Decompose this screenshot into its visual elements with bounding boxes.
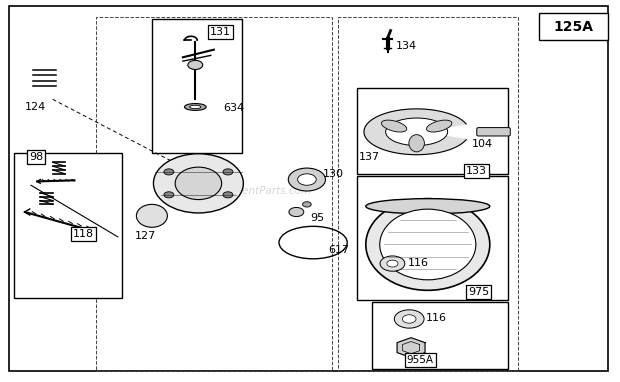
Ellipse shape (366, 199, 490, 290)
Circle shape (380, 256, 405, 271)
Text: eReplacementParts.com: eReplacementParts.com (184, 186, 312, 196)
Circle shape (298, 174, 316, 185)
Text: 975: 975 (468, 287, 489, 297)
Circle shape (188, 60, 203, 70)
Ellipse shape (136, 204, 167, 227)
Circle shape (402, 315, 416, 323)
Ellipse shape (366, 199, 490, 214)
Text: 118: 118 (73, 229, 94, 239)
Bar (372, 302, 508, 369)
Bar (14, 153, 122, 298)
FancyBboxPatch shape (477, 128, 510, 136)
Ellipse shape (379, 209, 476, 280)
Bar (539, 13, 608, 40)
Ellipse shape (190, 105, 201, 109)
Polygon shape (397, 338, 425, 358)
Text: 955A: 955A (407, 355, 434, 365)
Bar (152, 19, 242, 153)
Bar (356, 176, 508, 300)
Ellipse shape (185, 104, 206, 110)
Bar (356, 88, 508, 174)
Circle shape (223, 192, 233, 198)
Ellipse shape (381, 120, 407, 132)
Circle shape (164, 169, 174, 175)
Text: 127: 127 (135, 231, 156, 241)
Text: 98: 98 (29, 152, 43, 162)
Polygon shape (364, 109, 466, 155)
Circle shape (289, 207, 304, 217)
Bar (96, 17, 332, 371)
Text: 137: 137 (358, 152, 379, 162)
Circle shape (394, 310, 424, 328)
Text: 131: 131 (210, 27, 231, 37)
Text: 634: 634 (223, 103, 244, 113)
Circle shape (303, 202, 311, 207)
Text: 116: 116 (408, 258, 429, 268)
Circle shape (387, 260, 398, 267)
Circle shape (164, 192, 174, 198)
Text: 130: 130 (322, 169, 343, 179)
Text: 116: 116 (426, 313, 447, 323)
Ellipse shape (175, 167, 222, 199)
Circle shape (288, 168, 326, 191)
Text: 95: 95 (310, 213, 324, 223)
Ellipse shape (409, 134, 425, 152)
Bar (338, 17, 518, 371)
Text: 617: 617 (329, 245, 350, 255)
Text: 104: 104 (472, 139, 493, 149)
Text: 134: 134 (396, 41, 417, 51)
Circle shape (223, 169, 233, 175)
Text: 133: 133 (466, 166, 487, 176)
Text: 125A: 125A (554, 20, 593, 34)
Ellipse shape (386, 118, 448, 146)
Text: 124: 124 (25, 102, 46, 112)
Ellipse shape (154, 154, 243, 213)
Ellipse shape (427, 120, 452, 132)
